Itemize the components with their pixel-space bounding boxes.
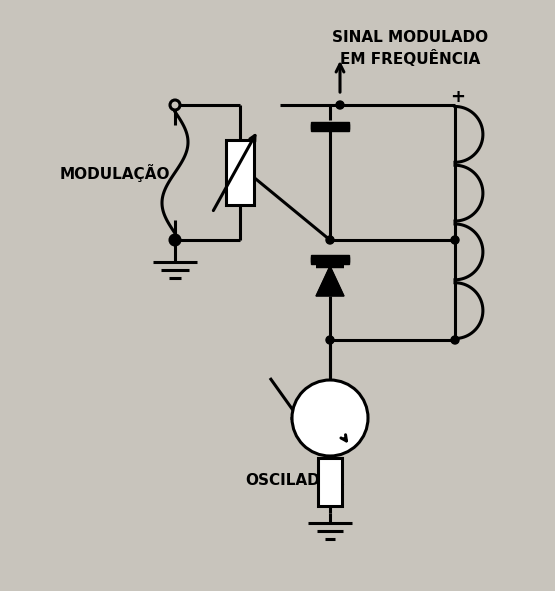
Bar (311, 122, 349, 129)
Polygon shape (316, 266, 344, 296)
Circle shape (170, 100, 180, 110)
Text: SINAL MODULADO: SINAL MODULADO (332, 30, 488, 45)
Bar (226, 140, 254, 205)
Text: MODULAÇÃO: MODULAÇÃO (59, 164, 170, 181)
Circle shape (451, 336, 459, 344)
Circle shape (292, 380, 368, 456)
Circle shape (451, 236, 459, 244)
Bar (318, 458, 342, 506)
Circle shape (326, 236, 334, 244)
Text: +: + (450, 88, 465, 106)
Text: EM FREQUÊNCIA: EM FREQUÊNCIA (340, 50, 480, 67)
Circle shape (171, 236, 179, 244)
Bar (311, 257, 349, 264)
Bar (311, 124, 349, 131)
Bar (311, 255, 349, 262)
Circle shape (170, 235, 180, 245)
Text: OSCILADOR: OSCILADOR (245, 473, 345, 488)
Circle shape (336, 101, 344, 109)
Circle shape (326, 336, 334, 344)
